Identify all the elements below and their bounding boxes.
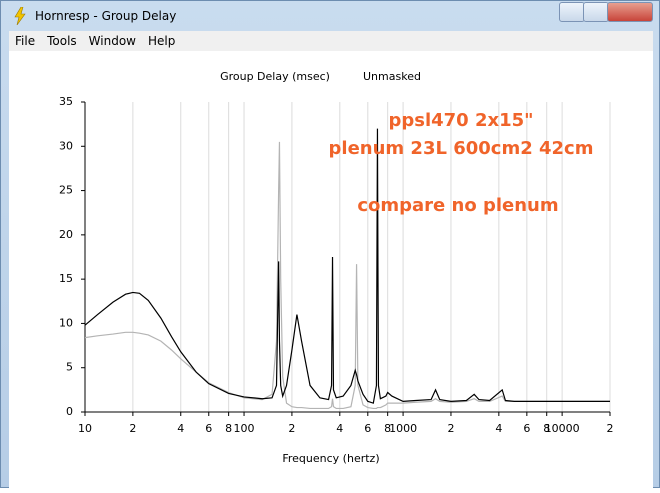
y-tick-label: 35 xyxy=(59,95,73,108)
y-tick-label: 30 xyxy=(59,139,73,152)
close-button[interactable] xyxy=(607,2,653,22)
client-area: Group Delay (msec) Unmasked 10 2 4 6 8 100 2 4 6 8 1… xyxy=(9,51,653,489)
x-tick-label: 8 xyxy=(384,422,391,435)
x-tick-label: 4 xyxy=(495,422,502,435)
x-tick-label: 4 xyxy=(336,422,343,435)
x-tick-label: 8 xyxy=(225,422,232,435)
series-line xyxy=(84,141,610,410)
x-tick-label: 1000 xyxy=(389,422,417,435)
x-tick-label: 2 xyxy=(607,422,614,435)
y-tick-label: 15 xyxy=(59,272,73,285)
x-axis-label: Frequency (hertz) xyxy=(282,452,379,465)
app-icon xyxy=(14,7,26,25)
x-tick-label: 2 xyxy=(288,422,295,435)
x-tick-label: 10000 xyxy=(545,422,580,435)
annotation: plenum 23L 600cm2 42cm xyxy=(329,138,594,159)
x-tick-label: 10 xyxy=(78,422,92,435)
menu-item[interactable]: Window xyxy=(88,34,136,48)
y-tick-label: 5 xyxy=(66,361,73,374)
series-line xyxy=(84,128,610,404)
y-tick-label: 10 xyxy=(59,316,73,329)
menu-item[interactable]: Help xyxy=(147,34,176,48)
x-tick-label: 2 xyxy=(129,422,136,435)
x-tick-label: 6 xyxy=(364,422,371,435)
x-tick-label: 100 xyxy=(234,422,255,435)
x-tick-label: 2 xyxy=(447,422,454,435)
chart-title: Group Delay (msec) xyxy=(220,70,330,83)
menu-bar: File Tools Window Help xyxy=(9,31,653,51)
annotation: ppsl470 2x15" xyxy=(388,110,533,131)
y-tick-label: 20 xyxy=(59,228,73,241)
x-tick-label: 4 xyxy=(177,422,184,435)
x-tick-label: 6 xyxy=(523,422,530,435)
chart-subtitle: Unmasked xyxy=(363,70,421,83)
window-title: Hornresp - Group Delay xyxy=(35,9,177,23)
x-tick-label: 6 xyxy=(205,422,212,435)
y-tick-label: 0 xyxy=(66,405,73,418)
maximize-button[interactable] xyxy=(583,2,609,22)
x-tick-label: 8 xyxy=(543,422,550,435)
menu-item[interactable]: File xyxy=(15,34,36,48)
y-tick-label: 25 xyxy=(59,184,73,197)
annotation: compare no plenum xyxy=(357,195,558,216)
minimize-button[interactable] xyxy=(559,2,585,22)
menu-item[interactable]: Tools xyxy=(47,34,77,48)
